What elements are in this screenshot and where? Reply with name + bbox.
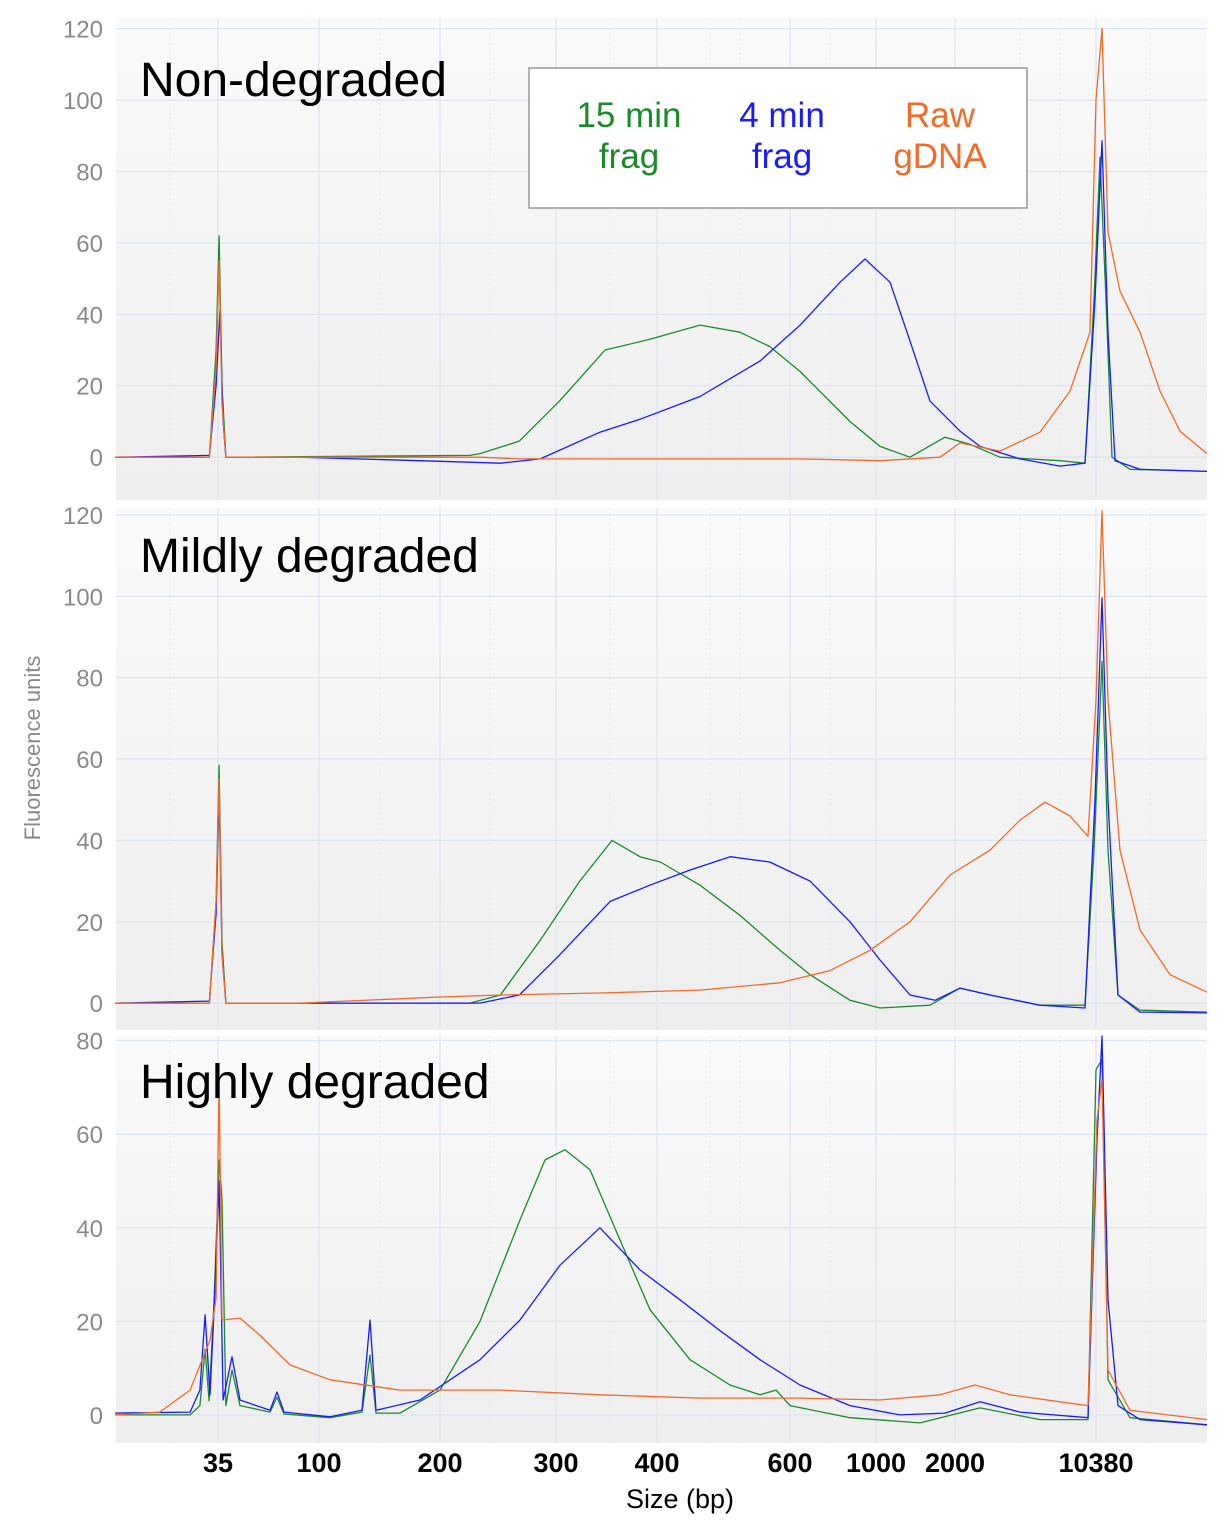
plot-background [116, 508, 1207, 1030]
x-tick-label: 1000 [846, 1448, 906, 1478]
y-tick-label: 0 [90, 445, 103, 472]
panel-title: Highly degraded [140, 1056, 490, 1109]
x-axis-label: Size (bp) [626, 1484, 734, 1514]
x-tick-label: 100 [296, 1448, 341, 1478]
y-tick-label: 80 [76, 160, 103, 187]
y-tick-label: 40 [76, 302, 103, 329]
legend-entry-4min-line1: 4 min [739, 96, 825, 135]
x-tick-label: 600 [767, 1448, 812, 1478]
y-axis-label: Fluorescence units [20, 656, 45, 841]
legend-entry-15min-line1: 15 min [576, 96, 681, 135]
legend: 15 min frag 4 min frag Raw gDNA [528, 67, 1028, 209]
x-tick-label: 2000 [925, 1448, 985, 1478]
x-tick-label: 200 [417, 1448, 462, 1478]
panel-3: 0 20 40 60 80 Highly degraded [76, 1029, 1208, 1443]
legend-entry-raw-line2: gDNA [893, 137, 987, 176]
y-tick-label: 20 [76, 1309, 103, 1336]
series-line-raw-gdna [114, 1078, 1208, 1421]
y-tick-label: 80 [76, 1029, 103, 1056]
legend-entry-4min-line2: frag [752, 137, 812, 176]
y-tick-label: 100 [63, 584, 103, 611]
y-tick-label: 0 [90, 991, 103, 1018]
series-line-raw-gdna [115, 510, 1208, 1004]
y-tick-label: 20 [76, 374, 103, 401]
x-axis: 35 100 200 300 400 600 1000 2000 10380 [203, 1448, 1134, 1478]
legend-entry-raw-line1: Raw [905, 96, 976, 135]
y-tick-label: 60 [76, 1122, 103, 1149]
y-tick-label: 20 [76, 910, 103, 937]
x-tick-label: 300 [533, 1448, 578, 1478]
legend-box [528, 67, 1028, 209]
series-line-15-min-frag [115, 1058, 1208, 1426]
y-tick-label: 120 [63, 503, 103, 530]
y-tick-label: 60 [76, 231, 103, 258]
y-tick-label: 0 [90, 1403, 103, 1430]
series-line-raw-gdna [115, 28, 1208, 462]
panel-2: 0 20 40 60 80 100 120 Mildly degraded [63, 503, 1208, 1030]
y-tick-label: 120 [63, 17, 103, 44]
series-line-4-min-frag [114, 1035, 1208, 1426]
legend-entry-15min-line2: frag [599, 137, 659, 176]
y-tick-label: 40 [76, 828, 103, 855]
x-tick-label: 10380 [1058, 1448, 1133, 1478]
x-tick-label: 400 [634, 1448, 679, 1478]
plot-background [116, 1036, 1207, 1443]
y-tick-label: 80 [76, 666, 103, 693]
panel-title: Mildly degraded [140, 530, 479, 583]
y-tick-label: 60 [76, 747, 103, 774]
y-tick-label: 40 [76, 1216, 103, 1243]
y-tick-label: 100 [63, 88, 103, 115]
panel-title: Non-degraded [140, 54, 447, 107]
x-tick-label: 35 [203, 1448, 233, 1478]
